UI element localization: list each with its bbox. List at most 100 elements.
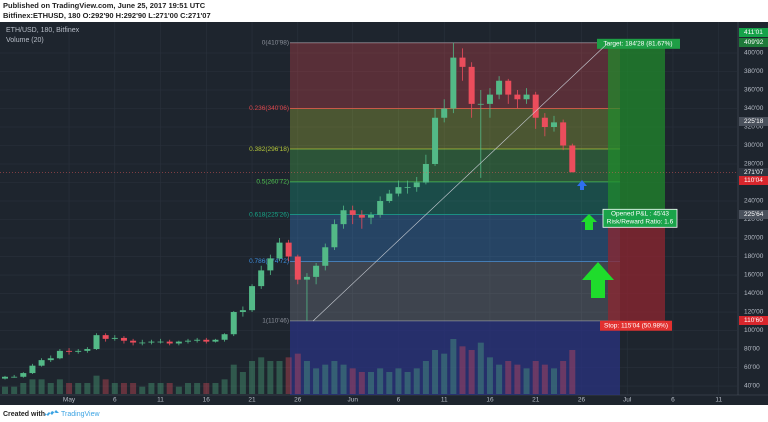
- volume-bar: [541, 364, 548, 394]
- volume-bar: [413, 368, 420, 394]
- target-box: [597, 38, 680, 49]
- x-tick-label: 21: [532, 397, 540, 404]
- y-tick-label: 300'00: [744, 142, 764, 149]
- volume-bar: [166, 383, 173, 394]
- candle-body: [560, 122, 567, 146]
- candle-body: [514, 94, 521, 100]
- volume-bar: [294, 353, 301, 394]
- volume-bar: [249, 361, 256, 394]
- candle-body: [20, 373, 27, 377]
- volume-bar: [120, 383, 127, 394]
- candle-body: [212, 339, 219, 342]
- candle-body: [130, 340, 137, 343]
- candle-body: [450, 57, 457, 109]
- y-tick-label: 340'00: [744, 105, 764, 112]
- candle-body: [148, 341, 155, 343]
- volume-bar: [38, 379, 45, 394]
- volume-bar: [331, 361, 338, 394]
- candle-body: [102, 335, 109, 339]
- volume-bar: [477, 342, 484, 394]
- candle-body: [313, 265, 320, 277]
- y-tick-label: 320'00: [744, 124, 764, 131]
- y-tick-label: 160'00: [744, 272, 764, 279]
- candle-body: [75, 350, 82, 352]
- volume-bar: [56, 379, 63, 394]
- volume-bar: [303, 361, 310, 394]
- pnl-box: [602, 208, 678, 228]
- volume-bar: [322, 364, 329, 394]
- price-badge: 271'07: [744, 169, 764, 176]
- candle-body: [541, 117, 548, 127]
- candle-body: [386, 193, 393, 202]
- volume-bar: [111, 383, 118, 394]
- logo: [45, 410, 59, 416]
- fib-label: 0.382(296'18): [249, 146, 289, 153]
- y-tick-label: 120'00: [744, 309, 764, 316]
- volume-bar: [148, 383, 155, 394]
- y-tick-label: 220'00: [744, 216, 764, 223]
- price-badge: 110'60: [744, 317, 763, 324]
- candle-body: [56, 350, 63, 359]
- x-tick-label: 11: [441, 397, 448, 404]
- volume-bar: [532, 361, 539, 394]
- x-tick-label: Jul: [623, 397, 632, 404]
- y-tick-label: 280'00: [744, 161, 764, 168]
- volume-bar: [102, 379, 109, 394]
- candle-body: [84, 349, 91, 351]
- candle-body: [221, 334, 228, 340]
- volume-bar: [267, 361, 274, 394]
- candle-body: [2, 376, 8, 379]
- volume-bar: [486, 357, 493, 394]
- badge-bg: [739, 28, 768, 37]
- fib-label: 0.5(260'72): [256, 179, 289, 186]
- candle-body: [532, 94, 539, 118]
- candle-body: [120, 337, 127, 341]
- volume-bar: [84, 383, 91, 394]
- target-label: Target: 184'28 (81.67%): [603, 41, 672, 48]
- x-tick-label: 6: [113, 397, 117, 404]
- trend-line: [312, 42, 609, 322]
- volume-bar: [230, 364, 237, 394]
- candle-body: [340, 210, 347, 225]
- x-tick-label: 11: [715, 397, 722, 404]
- price-badges: 411'01 409'92 225'18 271'07 110'04 225'6…: [739, 28, 768, 325]
- candle-body: [551, 122, 557, 127]
- fib-label: 0.236(340'06): [249, 105, 289, 112]
- candle-body: [239, 310, 246, 313]
- candle-body: [331, 224, 338, 248]
- candle-body: [157, 341, 164, 343]
- fib-label: 0.618(225'26): [249, 211, 289, 218]
- volume-bar: [157, 383, 164, 394]
- volume-bar: [20, 383, 27, 394]
- arrow-blue: [577, 180, 587, 190]
- volume-bar: [441, 353, 448, 394]
- candle-body: [377, 201, 384, 215]
- rr-label: Risk/Reward Ratio: 1.6: [607, 219, 674, 226]
- header-line1: Published on TradingView.com, June 25, 2…: [3, 1, 206, 10]
- volume-bar: [551, 368, 557, 394]
- volume-bar: [221, 379, 228, 394]
- candle-body: [322, 247, 329, 266]
- fib-extension-fill: [290, 321, 620, 395]
- x-tick-label: 16: [486, 397, 494, 404]
- candle-body: [139, 342, 146, 344]
- x-tick-label: Jun: [347, 397, 358, 404]
- price-badge: 409'92: [744, 39, 764, 46]
- badge-bg: [739, 316, 768, 325]
- volume-bar: [139, 386, 146, 394]
- y-tick-label: 360'00: [744, 87, 764, 94]
- candle-body: [294, 256, 301, 280]
- candle-body: [569, 145, 576, 173]
- candle-body: [249, 286, 256, 311]
- x-tick-label: 6: [397, 397, 401, 404]
- candle-body: [413, 182, 420, 188]
- price-badge: 110'04: [744, 177, 763, 184]
- candle-body: [523, 94, 530, 100]
- chart-title: ETH/USD, 180, Bitfinex: [6, 27, 80, 34]
- volume-bar: [468, 350, 475, 394]
- volume-bar: [404, 372, 411, 394]
- candle-body: [358, 214, 365, 218]
- long-position: Target: 184'28 (81.67%) Stop: 115'04 (50.…: [597, 38, 680, 331]
- candle-body: [303, 276, 310, 280]
